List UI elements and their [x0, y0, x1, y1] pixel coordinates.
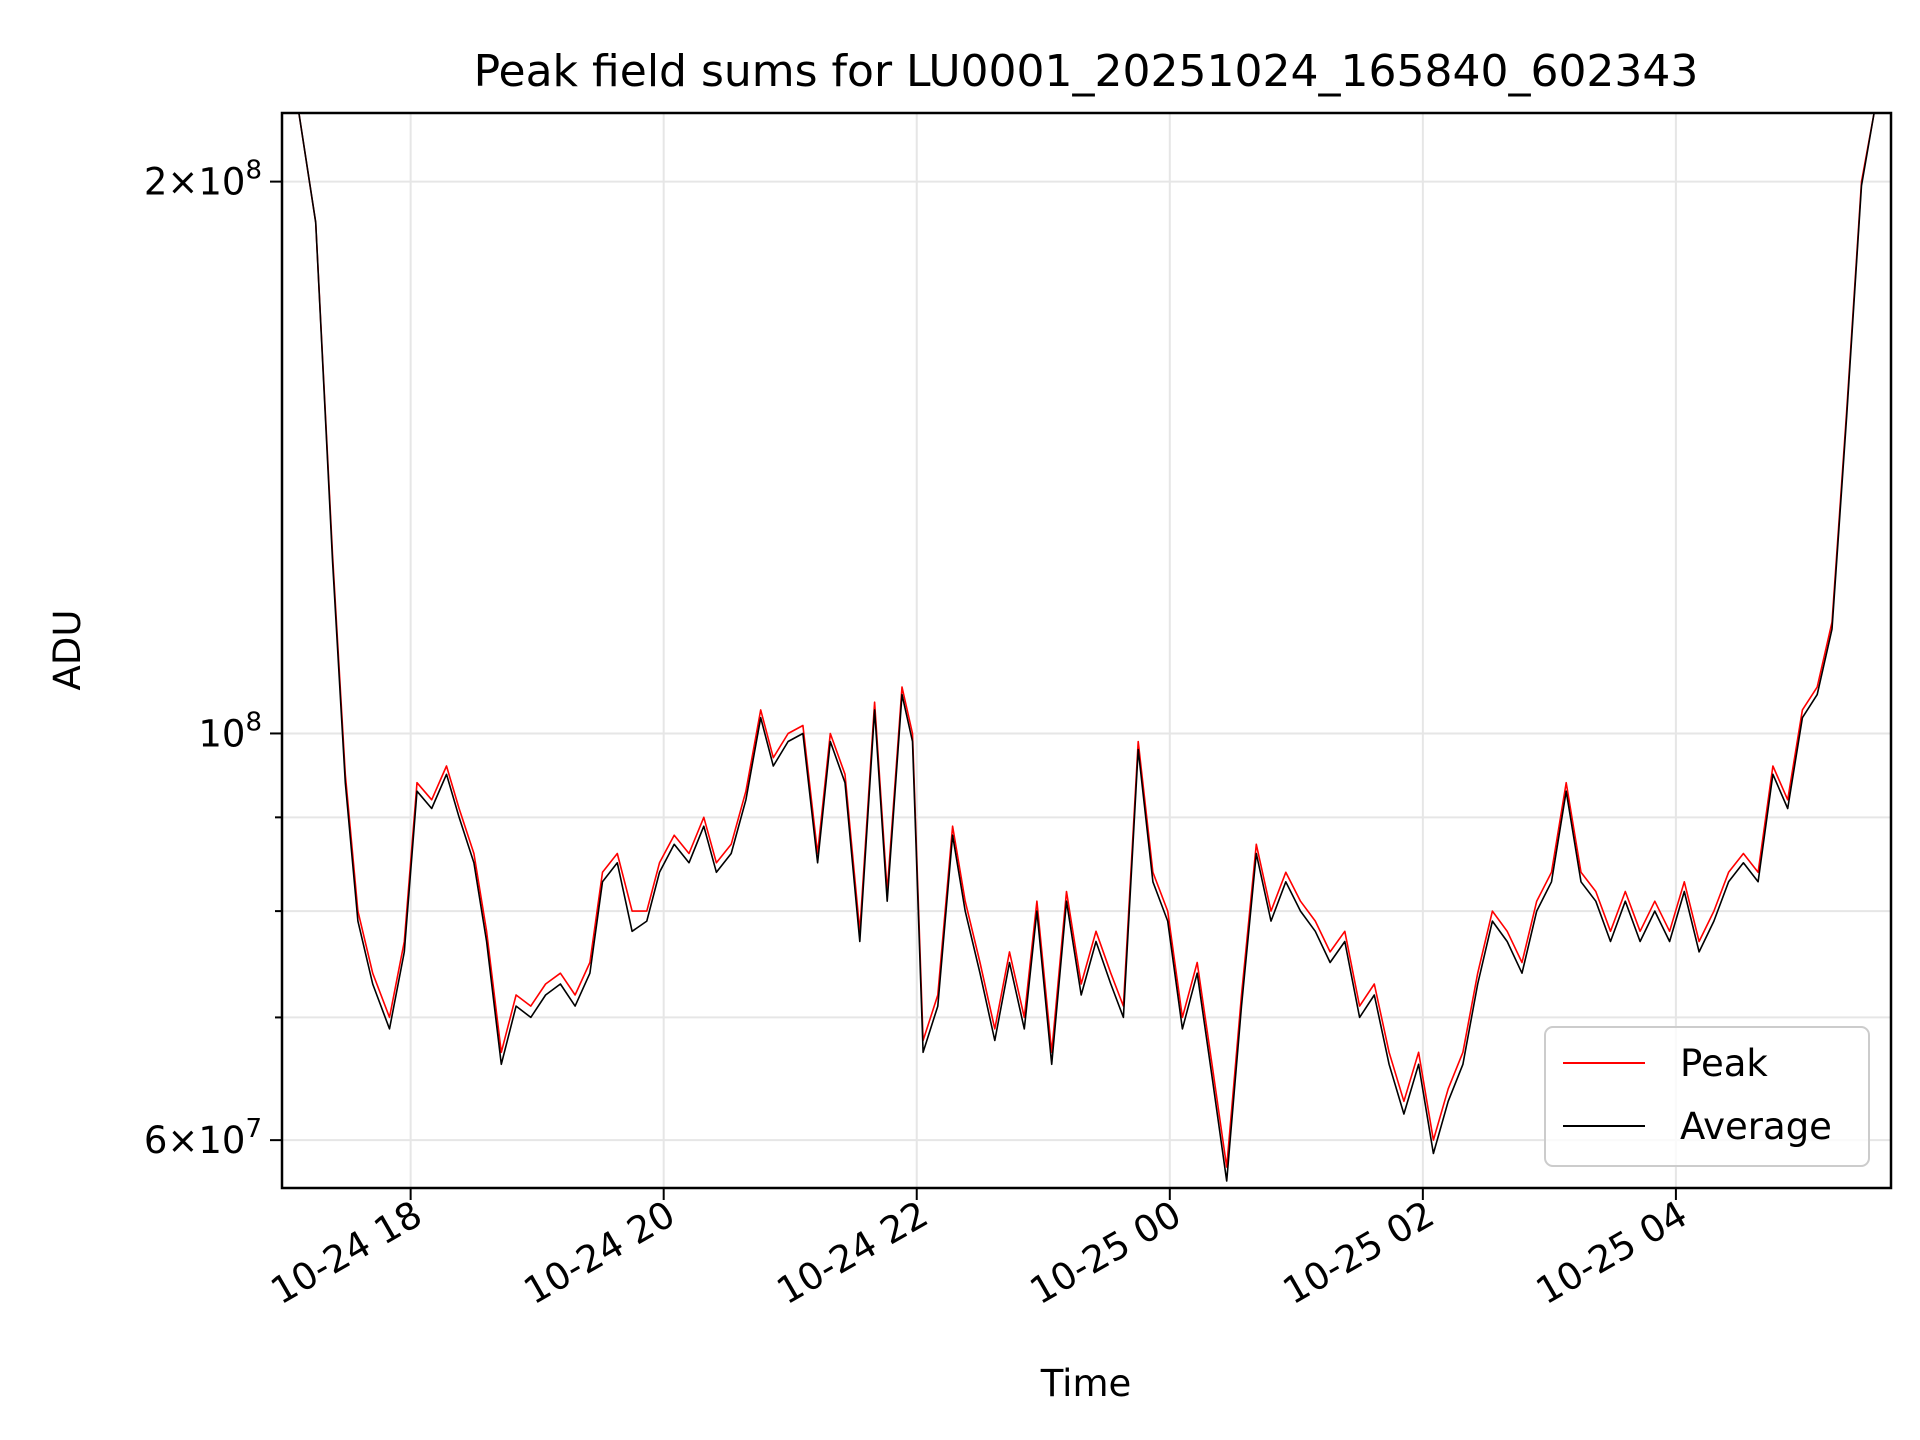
series-line-average: [298, 112, 1887, 1182]
y-tick-label: 108: [198, 707, 262, 755]
series-layer: [298, 112, 1887, 1182]
chart-title: Peak field sums for LU0001_20251024_1658…: [474, 46, 1699, 97]
y-axis-label: ADU: [46, 610, 89, 691]
legend: Peak Average: [1544, 1026, 1870, 1167]
plot-area-frame: [280, 111, 1893, 1190]
legend-label-average: Average: [1680, 1105, 1832, 1148]
legend-box: [1544, 1026, 1870, 1167]
y-tick-label: 2×108: [144, 156, 262, 204]
x-axis-label: Time: [1040, 1362, 1132, 1405]
y-axis-ticks: 2×108 108 6×107: [144, 156, 282, 1162]
legend-label-peak: Peak: [1680, 1042, 1768, 1085]
grid-layer: [282, 113, 1891, 1188]
y-tick-label: 6×107: [144, 1114, 262, 1162]
series-line-peak: [298, 112, 1887, 1168]
